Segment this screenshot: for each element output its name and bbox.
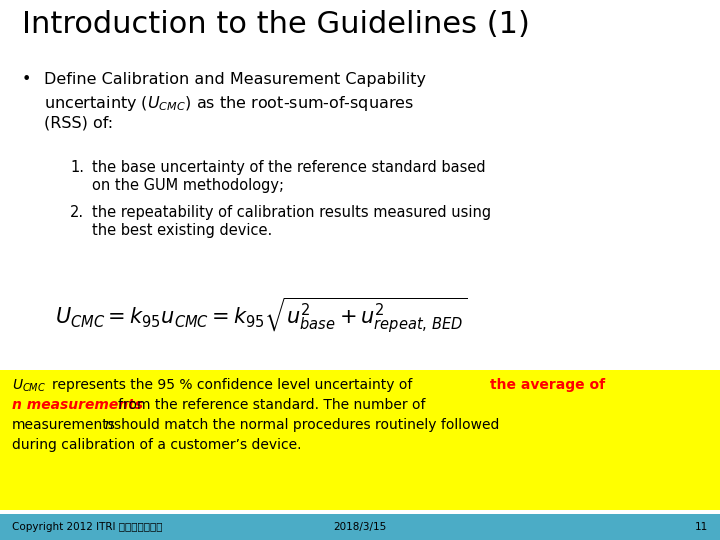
Text: Introduction to the Guidelines (1): Introduction to the Guidelines (1) — [22, 10, 530, 39]
Text: measurements: measurements — [12, 418, 116, 432]
Text: the repeatability of calibration results measured using: the repeatability of calibration results… — [92, 205, 491, 220]
Text: from the reference standard. The number of: from the reference standard. The number … — [118, 398, 426, 412]
Text: 2018/3/15: 2018/3/15 — [333, 522, 387, 532]
Text: (RSS) of:: (RSS) of: — [44, 116, 113, 131]
Text: 2.: 2. — [70, 205, 84, 220]
Text: represents the 95 % confidence level uncertainty of: represents the 95 % confidence level unc… — [52, 378, 413, 392]
Text: on the GUM methodology;: on the GUM methodology; — [92, 178, 284, 193]
Text: the average of: the average of — [490, 378, 605, 392]
Text: Copyright 2012 ITRI 工業技術研究院: Copyright 2012 ITRI 工業技術研究院 — [12, 522, 163, 532]
Bar — [0, 370, 720, 510]
Text: 1.: 1. — [70, 160, 84, 175]
Bar — [0, 514, 720, 540]
Text: $U_{CMC} = k_{95}u_{CMC} = k_{95}\sqrt{u^{2}_{base} + u^{2}_{repeat,\, BED}}$: $U_{CMC} = k_{95}u_{CMC} = k_{95}\sqrt{u… — [55, 295, 467, 335]
Text: n: n — [105, 418, 114, 432]
Text: •: • — [22, 72, 32, 87]
Text: n measurements: n measurements — [12, 398, 143, 412]
Text: uncertainty ($U_{CMC}$) as the root-sum-of-squares: uncertainty ($U_{CMC}$) as the root-sum-… — [44, 94, 414, 113]
Text: Define Calibration and Measurement Capability: Define Calibration and Measurement Capab… — [44, 72, 426, 87]
Text: the best existing device.: the best existing device. — [92, 223, 272, 238]
Text: during calibration of a customer’s device.: during calibration of a customer’s devic… — [12, 438, 302, 452]
Text: 11: 11 — [695, 522, 708, 532]
Text: should match the normal procedures routinely followed: should match the normal procedures routi… — [114, 418, 500, 432]
Text: $U_{CMC}$: $U_{CMC}$ — [12, 378, 46, 394]
Text: the base uncertainty of the reference standard based: the base uncertainty of the reference st… — [92, 160, 485, 175]
